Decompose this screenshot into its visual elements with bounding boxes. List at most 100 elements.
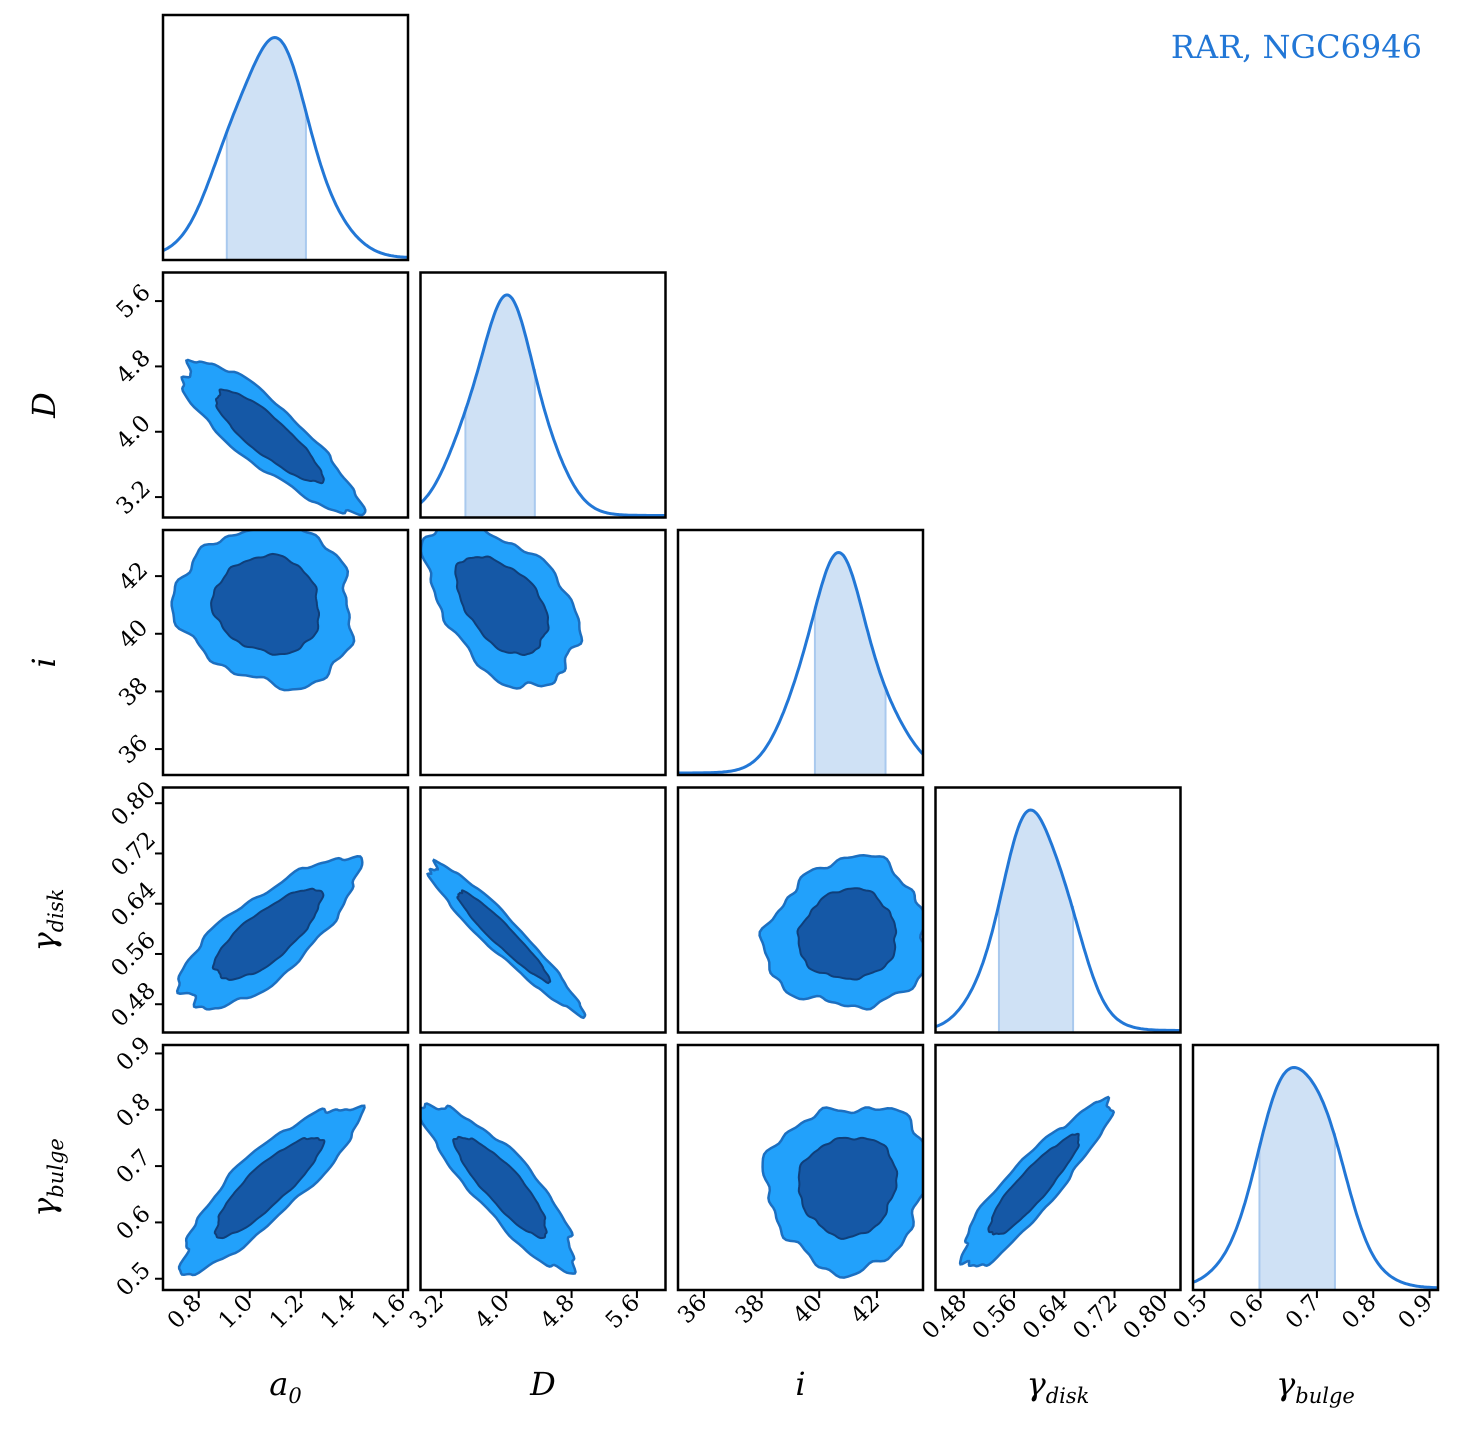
x-axis-label-i: i xyxy=(795,1365,805,1403)
contour-68 xyxy=(797,1136,899,1240)
y-tick-label: 42 xyxy=(114,557,153,596)
contour-68 xyxy=(456,889,552,985)
panel-i-d xyxy=(419,528,667,777)
panel-bulge-d xyxy=(419,1043,667,1292)
y-tick-label: 0.72 xyxy=(106,827,161,882)
x-axis-label-d: D xyxy=(529,1365,556,1403)
contour-68 xyxy=(987,1132,1080,1236)
x-tick-label: 5.6 xyxy=(601,1290,645,1334)
panel-frame xyxy=(419,271,667,519)
x-tick-label: 0.5 xyxy=(1168,1290,1212,1334)
panel-i-0 xyxy=(161,528,410,777)
panel-bulge-disk xyxy=(934,1043,1182,1292)
x-ticks-d: 3.2 4.0 4.8 5.6 xyxy=(405,1290,645,1334)
y-axis-label-disk: γdisk xyxy=(25,889,68,952)
panel-frame xyxy=(934,1043,1182,1292)
y-tick-label: 36 xyxy=(114,730,153,769)
x-tick-label: 0.56 xyxy=(968,1290,1023,1345)
panel-d-0 xyxy=(161,271,410,519)
y-axis-label-d: D xyxy=(25,392,63,419)
panel-frame xyxy=(676,1043,925,1292)
x-tick-label: 1.2 xyxy=(265,1290,309,1334)
x-tick-label: 1.6 xyxy=(367,1290,411,1334)
x-tick-label: 40 xyxy=(788,1290,827,1329)
x-tick-label: 0.80 xyxy=(1118,1290,1173,1345)
panel-frame xyxy=(161,1043,410,1292)
panel-d-d xyxy=(419,271,667,519)
y-tick-label: 0.64 xyxy=(106,877,161,932)
panel-frame xyxy=(419,786,667,1034)
x-tick-label: 0.7 xyxy=(1281,1290,1325,1334)
y-tick-label: 0.9 xyxy=(112,1032,156,1076)
y-axis-label-bulge: γbulge xyxy=(25,1138,68,1217)
y-ticks-disk: 0.480.560.640.720.80 xyxy=(106,777,163,1032)
x-tick-label: 1.0 xyxy=(214,1290,258,1334)
y-tick-label: 4.8 xyxy=(112,345,156,389)
contour-68 xyxy=(452,1135,548,1240)
x-axis-label-disk: γdisk xyxy=(1027,1365,1090,1408)
x-tick-label: 0.72 xyxy=(1068,1290,1123,1345)
panel-frame xyxy=(934,786,1182,1034)
x-tick-label: 4.0 xyxy=(470,1290,514,1334)
x-tick-label: 3.2 xyxy=(405,1290,449,1334)
density-curve-i xyxy=(678,550,923,775)
ci-region-d xyxy=(465,295,535,518)
panel-frame xyxy=(161,528,410,777)
contour-68 xyxy=(454,555,550,657)
x-ticks-bulge: 0.5 0.6 0.7 0.8 0.9 xyxy=(1168,1290,1438,1334)
ci-region-disk xyxy=(998,810,1074,1033)
panel-frame xyxy=(676,528,925,777)
x-ticks-0: 0.8 1.0 1.2 1.4 1.6 xyxy=(163,1290,411,1334)
panel-i-i xyxy=(676,528,925,777)
ci-region-bulge xyxy=(1259,1067,1335,1290)
panel-frame xyxy=(161,786,410,1034)
y-tick-label: 5.6 xyxy=(112,280,156,324)
x-ticks-i: 36 38 40 42 xyxy=(673,1290,885,1329)
y-ticks-bulge: 0.5 0.6 0.7 0.8 0.9 xyxy=(112,1032,163,1302)
panel-bulge-i xyxy=(676,1043,925,1292)
x-tick-label: 36 xyxy=(673,1290,712,1329)
y-tick-label: 0.80 xyxy=(106,777,161,832)
x-tick-label: 0.9 xyxy=(1394,1290,1438,1334)
panel-disk-i xyxy=(676,786,925,1034)
y-tick-label: 4.0 xyxy=(112,410,156,454)
y-ticks-d: 3.2 4.0 4.8 5.6 xyxy=(112,280,163,520)
density-curve-0 xyxy=(163,35,408,259)
density-curve-disk xyxy=(935,808,1181,1032)
x-tick-label: 0.48 xyxy=(917,1290,972,1345)
y-tick-label: 0.7 xyxy=(112,1145,156,1189)
x-axis-label-0: a0 xyxy=(269,1365,301,1408)
panel-disk-disk xyxy=(934,786,1182,1034)
panel-frame xyxy=(1191,1043,1440,1292)
y-tick-label: 0.6 xyxy=(112,1201,156,1245)
panel-frame xyxy=(419,528,667,777)
density-curve-bulge xyxy=(1193,1065,1438,1290)
x-tick-label: 4.8 xyxy=(536,1290,580,1334)
x-axis-label-bulge: γbulge xyxy=(1276,1365,1355,1408)
x-ticks-disk: 0.480.560.640.720.80 xyxy=(917,1290,1173,1345)
x-tick-label: 42 xyxy=(846,1290,885,1329)
panels: 3.24.04.85.6363840420.480.560.640.720.80… xyxy=(25,13,1440,1408)
panel-disk-0 xyxy=(161,786,410,1034)
density-curve-d xyxy=(420,293,666,517)
contour-68 xyxy=(211,887,325,981)
y-ticks-i: 36 38 40 42 xyxy=(114,557,163,769)
panel-frame xyxy=(161,13,410,262)
x-tick-label: 0.8 xyxy=(1337,1290,1381,1334)
y-tick-label: 3.2 xyxy=(112,476,156,520)
contour-68 xyxy=(210,552,320,656)
contour-68 xyxy=(213,1136,326,1240)
ci-region-0 xyxy=(226,37,306,260)
panel-bulge-0 xyxy=(161,1043,410,1292)
y-tick-label: 0.8 xyxy=(112,1088,156,1132)
y-tick-label: 38 xyxy=(114,673,153,712)
y-axis-label-i: i xyxy=(25,657,63,667)
panel-bulge-bulge xyxy=(1191,1043,1440,1292)
panel-frame xyxy=(419,1043,667,1292)
x-tick-label: 38 xyxy=(731,1290,770,1329)
legend-label: RAR, NGC6946 xyxy=(1171,28,1422,66)
x-tick-label: 0.6 xyxy=(1225,1290,1269,1334)
panel-frame xyxy=(676,786,925,1034)
panel-0-0 xyxy=(161,13,410,262)
